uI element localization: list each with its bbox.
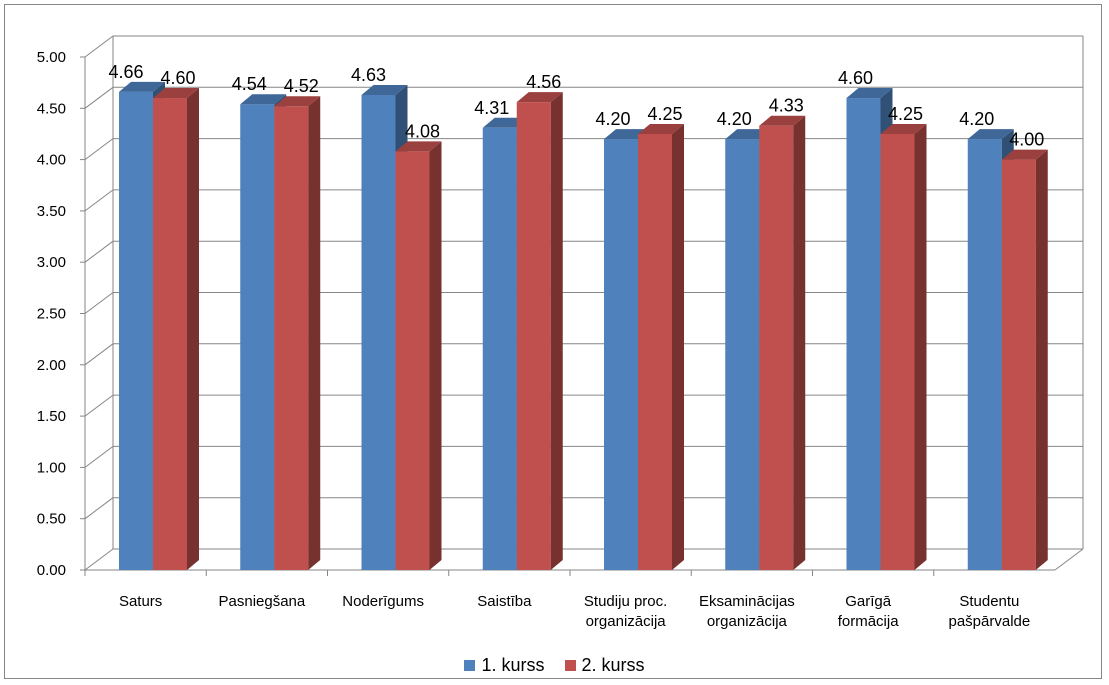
data-label: 4.33 [769,96,804,116]
y-tick-label: 3.00 [37,254,66,271]
x-category-label: Noderīgums [342,593,424,610]
bar-1-front [604,139,638,570]
bar-2-side [550,92,563,571]
bar-2-side [1035,149,1048,570]
bar-1-front [119,91,153,570]
gridline-side [84,445,114,468]
bar-2-top [516,92,563,103]
bar-2-top [274,96,321,107]
chart-legend: 1. kurss 2. kurss [0,652,1109,678]
gridline-side [84,240,114,263]
legend-swatch-series-1 [464,659,476,671]
gridline-side [84,497,114,520]
floor-right-edge [1054,548,1084,571]
bar-1-front [240,104,275,571]
y-tick-label: 4.00 [37,152,66,169]
legend-label-series-1: 1. kurss [481,654,545,675]
y-tick-label: 3.50 [37,203,66,220]
bar-2-front [395,151,430,570]
bar-2-side [793,115,806,570]
bar-1-top [240,94,287,105]
bar-1-front [361,94,396,570]
bar-2-side [429,141,442,570]
gridline-side [84,138,114,161]
bar-2-top [880,123,927,134]
data-label: 4.25 [647,104,682,124]
bar-1-front [725,139,760,570]
y-tick-label: 1.00 [37,459,66,476]
gridline-side [84,35,114,58]
data-label: 4.60 [838,68,873,88]
y-tick-label: 1.50 [37,408,66,425]
data-label: 4.31 [474,98,509,118]
data-label: 4.63 [351,65,386,85]
gridline-side [84,189,114,212]
bar-2-front [880,133,915,570]
y-tick-label: 2.00 [37,357,66,374]
bar-2-front [274,106,309,571]
data-label: 4.60 [160,68,195,88]
data-label: 4.25 [888,104,923,124]
bar-2-side [914,123,927,570]
bar-2-side [672,123,684,570]
gridline-side [84,548,114,571]
x-category-label: Saistība [477,593,532,610]
x-category-label: Studiju proc. [584,593,667,610]
bar-2-front [1001,159,1036,570]
x-category-label: organizācija [586,613,667,630]
bar-1-top [846,88,893,99]
bar-1-top [967,129,1014,140]
x-category-label: Saturs [119,593,162,610]
data-label: 4.20 [717,109,752,129]
bar-1-top [361,84,408,95]
bar-2-side [187,88,199,570]
bar-1-front [967,139,1002,570]
legend-swatch-series-2 [564,659,576,671]
data-label: 4.54 [232,74,267,94]
legend-item-series-2: 2. kurss [564,654,645,676]
bar-2-top [638,123,684,134]
bar-1-front [482,127,517,570]
data-label: 4.52 [284,76,319,96]
y-tick-label: 0.50 [37,511,66,528]
y-tick-label: 2.50 [37,306,66,323]
gridline-side [84,86,114,109]
x-category-label: Studentu [959,593,1019,610]
bar-2-top [759,115,806,126]
data-label: 4.20 [959,109,994,129]
x-category-label: formācija [838,613,900,630]
bar-2-front [759,125,794,570]
legend-label-series-2: 2. kurss [581,654,645,675]
data-label: 4.66 [108,62,143,82]
data-label: 4.08 [405,121,440,141]
x-category-label: pašpārvalde [949,613,1031,630]
data-label: 4.20 [595,109,630,129]
gridline-side [84,343,114,366]
bar-1-top [119,81,165,92]
x-category-label: Eksaminācijas [699,593,795,610]
bar-2-front [153,98,187,570]
x-category-label: Pasniegšana [219,593,306,610]
legend-item-series-1: 1. kurss [464,654,545,676]
y-tick-label: 4.50 [37,100,66,117]
bar-2-front [516,102,551,571]
x-category-label: Garīgā [845,593,892,610]
data-label: 4.00 [1009,130,1044,150]
gridline-side [84,292,114,314]
bar-2-front [638,133,672,570]
bar-2-top [395,141,442,152]
data-label: 4.56 [526,72,561,92]
bar-2-top [153,88,199,99]
y-tick-label: 0.00 [37,562,66,579]
y-tick-label: 5.00 [37,49,66,66]
bar-2-side [308,96,321,571]
bar-2-top [1001,149,1048,160]
gridline-side [84,394,114,417]
bar-1-front [846,98,881,570]
x-category-label: organizācija [707,613,788,630]
